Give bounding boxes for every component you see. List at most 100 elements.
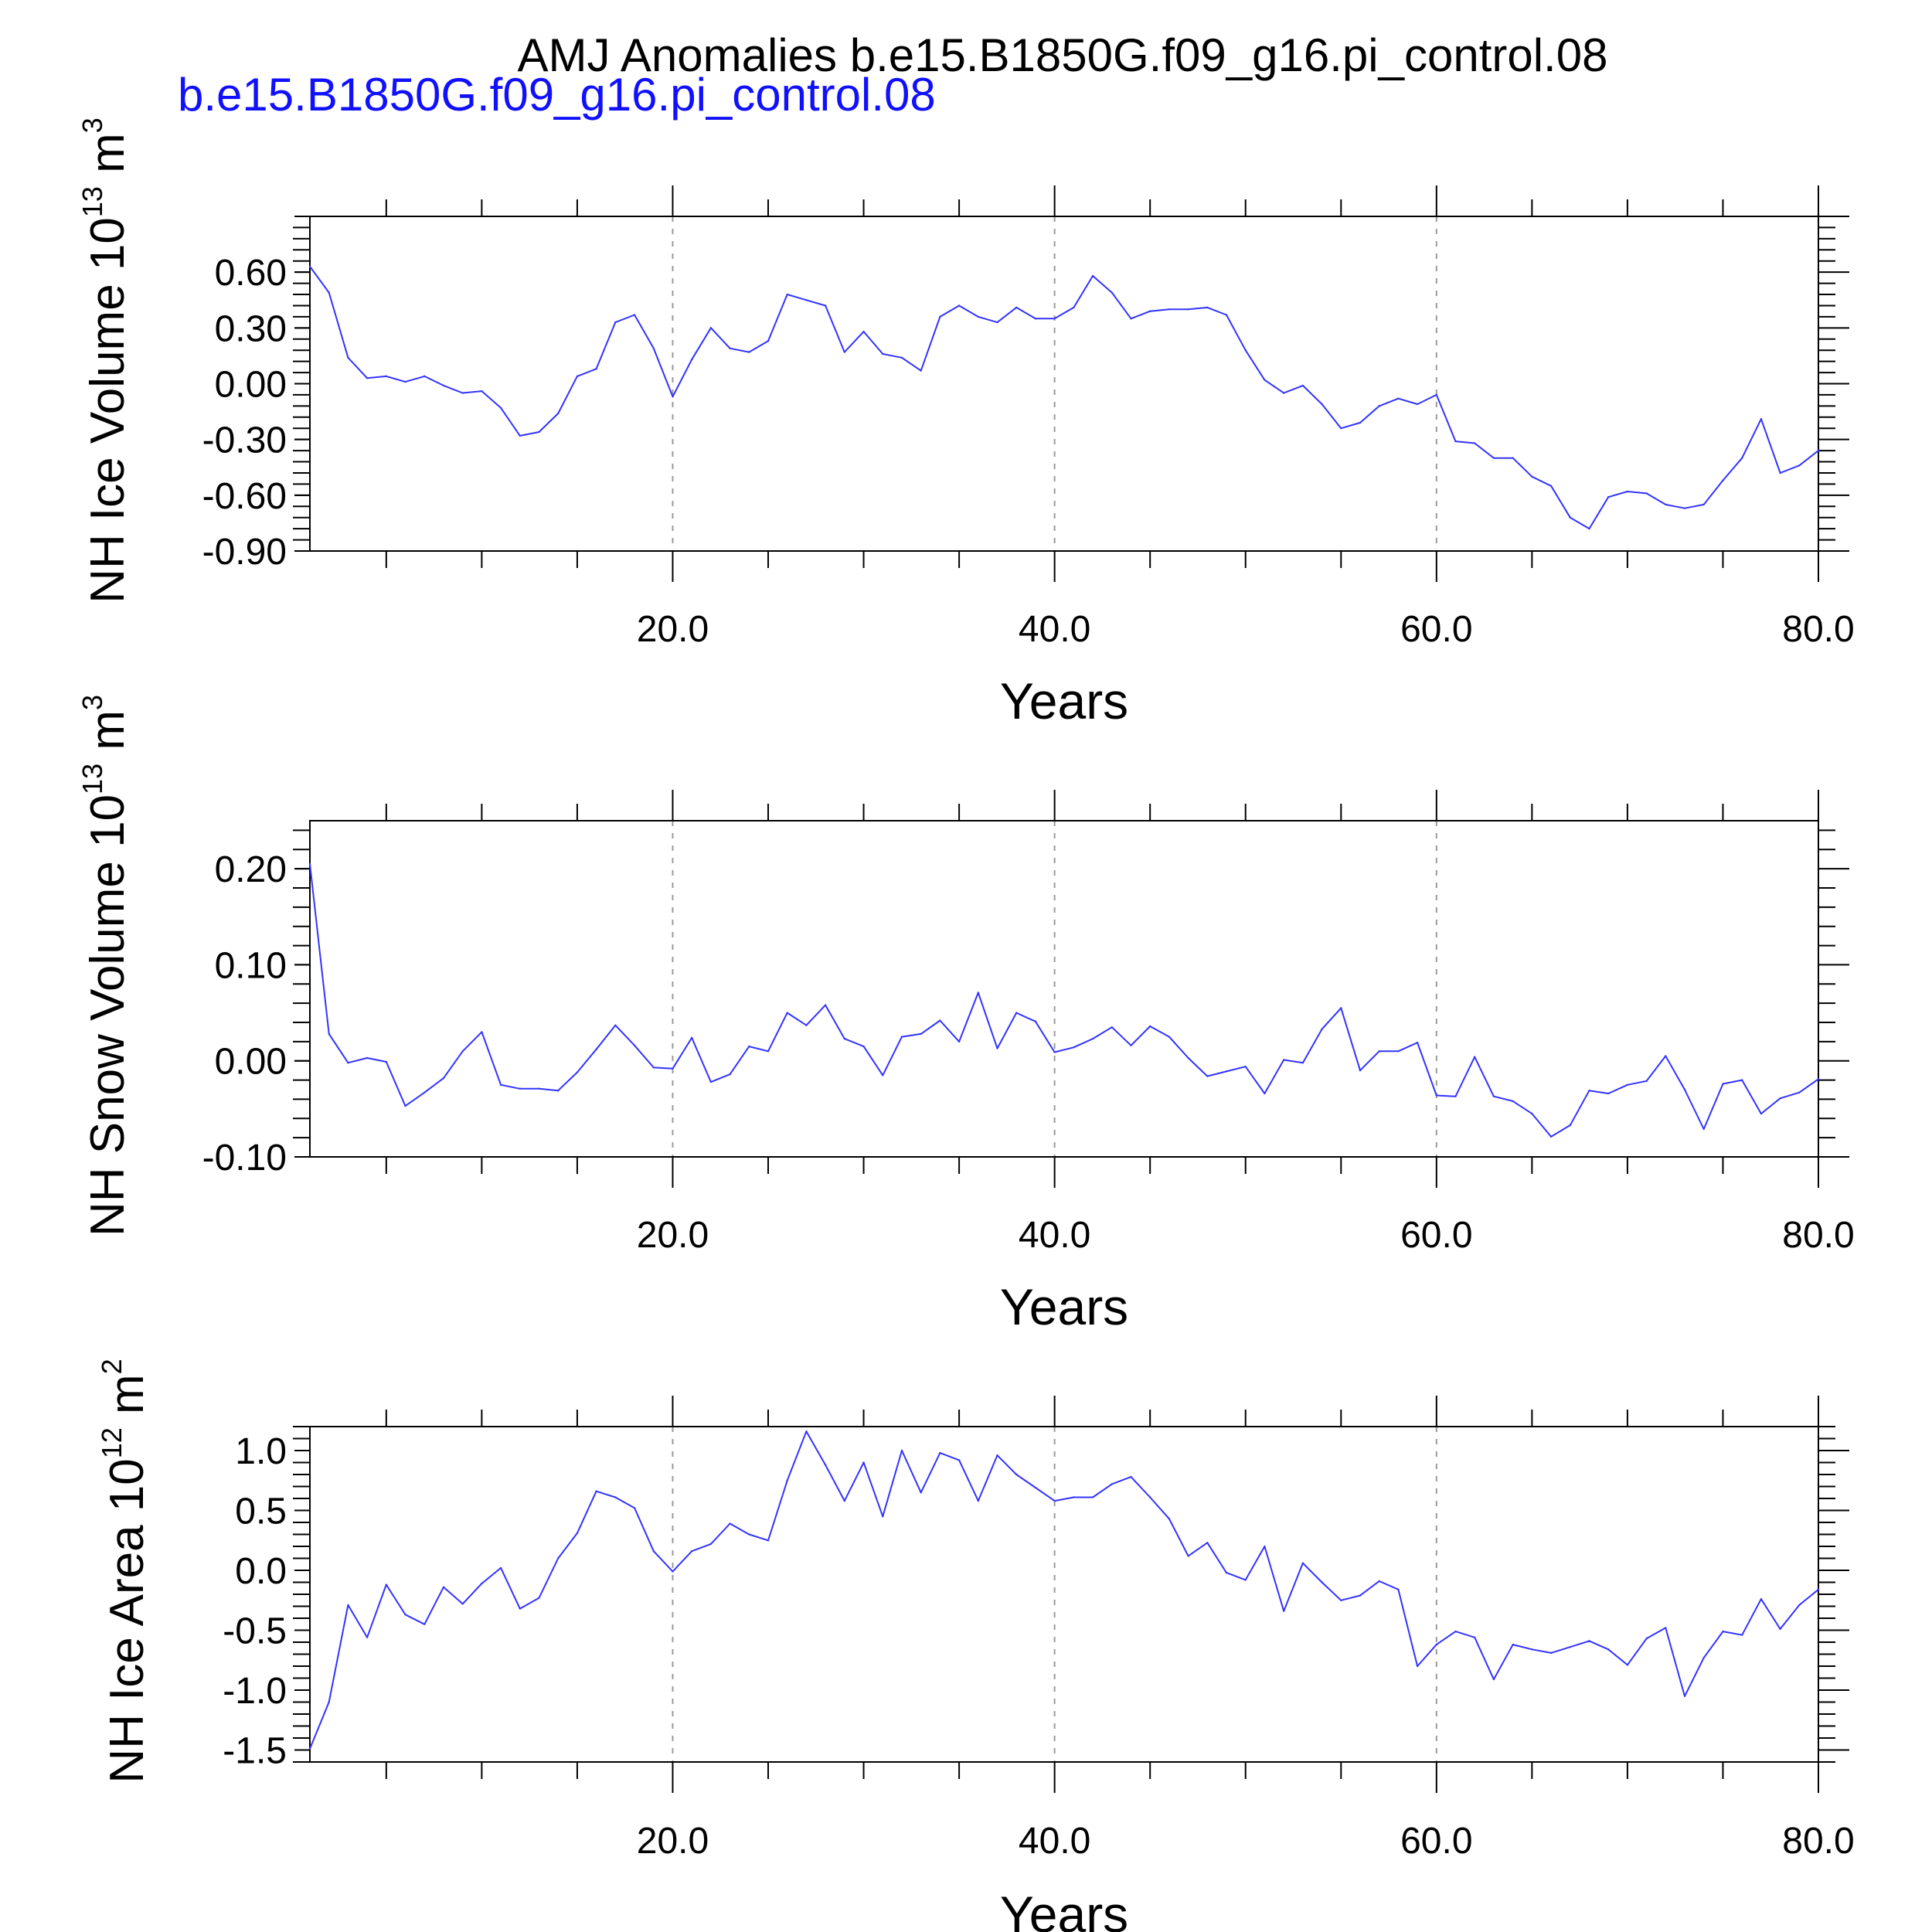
data-point	[862, 330, 865, 333]
data-point	[1454, 1630, 1457, 1633]
data-point	[1091, 274, 1094, 277]
data-point	[1760, 418, 1763, 420]
y-axis-title-exponent: 13	[77, 186, 108, 217]
plot-frame	[309, 820, 1819, 1158]
data-point	[1474, 1636, 1476, 1638]
data-point	[1416, 1041, 1419, 1044]
y-axis-title: NH Snow Volume 1013 m3	[77, 695, 134, 1236]
data-point	[442, 1586, 445, 1588]
data-point	[1168, 1036, 1171, 1038]
y-axis-title: NH Ice Volume 1013 m3	[77, 117, 134, 604]
data-point	[461, 1603, 464, 1605]
data-point	[366, 1056, 369, 1060]
data-point	[843, 351, 846, 353]
data-point	[1340, 427, 1342, 430]
data-point	[862, 1461, 865, 1464]
data-point	[1588, 1640, 1590, 1642]
y-tick-label: 0.0	[235, 1551, 287, 1592]
data-point	[308, 265, 311, 268]
data-point	[1130, 318, 1132, 320]
data-point	[1416, 403, 1419, 406]
data-point	[1549, 1135, 1553, 1138]
data-point	[882, 1074, 884, 1077]
series-line	[309, 863, 1819, 1138]
data-point	[595, 1048, 597, 1051]
data-point	[843, 1037, 846, 1040]
data-point	[1645, 1638, 1648, 1640]
data-point	[1531, 475, 1533, 478]
data-point	[805, 299, 808, 301]
data-point	[977, 315, 980, 318]
data-point	[1073, 1046, 1075, 1049]
data-point	[442, 384, 445, 387]
data-point	[1702, 1128, 1705, 1131]
panel-snow-volume: 20.0 40.0 60.0 80.0 Years -0.10 0.00 0.10 0.20 NH…	[77, 695, 1855, 1335]
y-axis-title-base: NH Ice Area 10	[100, 1458, 154, 1783]
y-tick-label: 0.00	[215, 1042, 287, 1083]
data-point	[499, 406, 502, 409]
data-point	[1168, 308, 1171, 311]
data-point	[1760, 1112, 1763, 1115]
data-point	[1683, 1088, 1686, 1091]
data-point	[1798, 1091, 1801, 1094]
data-point	[1817, 449, 1820, 452]
data-point	[385, 1060, 388, 1063]
panel-ice-volume: 20.0 40.0 60.0 80.0 Years -0.90 -0.60 -0.30 0.00…	[77, 117, 1855, 730]
data-point	[652, 1550, 655, 1553]
data-point	[1168, 1518, 1171, 1520]
data-point	[920, 1492, 922, 1494]
data-point	[499, 1083, 502, 1086]
data-point	[957, 1040, 961, 1043]
chart-title: AMJ Anomalies b.e15.B1850G.f09_g16.pi_co…	[518, 29, 1608, 81]
data-point	[423, 375, 426, 378]
data-point	[1282, 1059, 1285, 1061]
data-point	[1244, 1579, 1247, 1581]
data-point	[652, 1066, 655, 1069]
data-point	[882, 352, 884, 355]
y-tick-label: 1.0	[235, 1431, 287, 1472]
x-tick-label: 60.0	[1400, 1215, 1472, 1256]
y-tick-label: -1.5	[223, 1731, 287, 1772]
y-axis-title-unit-exponent: 3	[77, 117, 108, 133]
data-point	[1512, 1643, 1514, 1646]
data-point	[366, 1636, 369, 1638]
data-point	[1397, 1050, 1400, 1053]
data-point	[1740, 1634, 1743, 1636]
data-point	[308, 1747, 311, 1750]
data-point	[1531, 1112, 1533, 1115]
data-point	[1607, 496, 1610, 498]
data-point	[557, 1557, 560, 1560]
y-tick-label: -0.10	[202, 1138, 287, 1179]
data-point	[1187, 1056, 1189, 1060]
data-point	[1378, 1050, 1380, 1053]
data-point	[442, 1077, 445, 1080]
data-point	[1702, 503, 1705, 506]
data-point	[1683, 1695, 1686, 1697]
data-point	[576, 375, 579, 378]
data-point	[900, 356, 903, 359]
data-point	[614, 1496, 617, 1498]
data-point	[1588, 527, 1590, 530]
data-point	[1722, 1083, 1724, 1085]
data-point	[1760, 1598, 1763, 1600]
data-point	[1588, 1090, 1590, 1092]
chart-subtitle: b.e15.B1850G.f09_g16.pi_control.08	[178, 69, 936, 121]
x-tick-label: 20.0	[637, 1821, 709, 1862]
x-tick-label: 80.0	[1782, 1821, 1854, 1862]
data-point	[1187, 308, 1189, 311]
y-tick-label: -0.5	[223, 1611, 287, 1652]
y-tick-label: 0.00	[215, 365, 287, 406]
data-point	[748, 351, 750, 353]
data-point	[767, 1050, 770, 1053]
data-point	[404, 380, 406, 383]
data-point	[672, 1570, 674, 1573]
data-point	[1321, 1028, 1323, 1030]
data-point	[748, 1045, 750, 1048]
data-point	[347, 1062, 349, 1064]
data-point	[1206, 1542, 1209, 1544]
data-point	[308, 862, 311, 866]
data-point	[1378, 1580, 1380, 1583]
data-point	[1053, 1499, 1056, 1502]
data-point	[709, 1080, 713, 1083]
data-point	[1397, 1588, 1400, 1590]
